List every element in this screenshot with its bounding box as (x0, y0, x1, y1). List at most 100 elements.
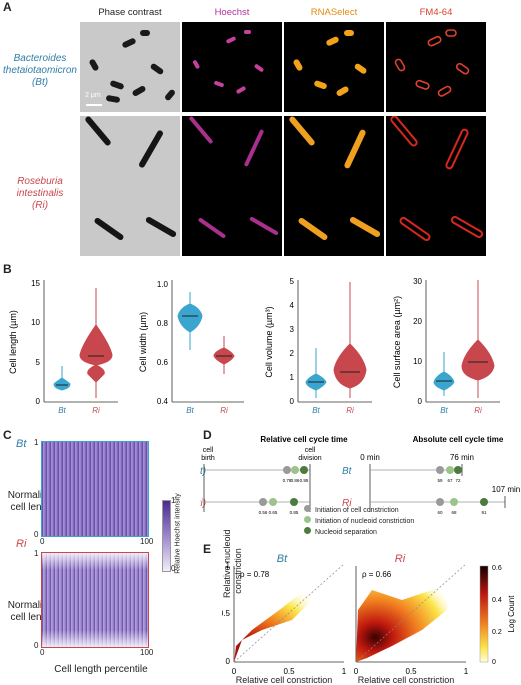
svg-text:0.65: 0.65 (269, 510, 278, 515)
svg-text:Ri: Ri (342, 498, 352, 509)
svg-text:division: division (298, 455, 321, 462)
panel-c-ri-label: Ri (16, 538, 27, 550)
kymograph-bt (41, 441, 149, 537)
ylabel: Cell surface area (µm²) (392, 296, 402, 388)
tick: 2 (290, 349, 295, 358)
tick: 5 (36, 358, 41, 367)
bt-rel-marker-2 (291, 466, 299, 474)
svg-text:0.5: 0.5 (283, 667, 295, 676)
svg-text:0.56: 0.56 (259, 510, 268, 515)
svg-text:0.85: 0.85 (290, 510, 299, 515)
panel-e-xlabel-2: Relative cell constriction (357, 675, 455, 685)
micrograph-ri-hoechst (182, 116, 282, 256)
micrograph-bt-rnaselect (284, 22, 384, 112)
svg-text:76 min: 76 min (450, 453, 474, 462)
heatmap-plots: Bt Ri ρ = 0.78 0 0.5 1 0 0.5 1 ρ = 0.66 … (222, 553, 516, 676)
svg-text:1: 1 (342, 667, 347, 676)
col-header-fm464: FM4-64 (419, 7, 453, 18)
svg-text:ρ = 0.66: ρ = 0.66 (362, 570, 392, 579)
tick: 1 (34, 438, 39, 447)
svg-text:0.5: 0.5 (222, 609, 231, 618)
tick: 1 (34, 549, 39, 558)
tick: 30 (413, 277, 422, 286)
tick: 0 (34, 641, 39, 650)
svg-text:Ri: Ri (395, 553, 406, 565)
tick: 15 (31, 279, 40, 288)
tick: 0 (171, 564, 176, 573)
col-header-phase: Phase contrast (98, 7, 162, 18)
svg-text:(Ri): (Ri) (200, 498, 206, 509)
panel-c-letter: C (3, 428, 12, 442)
tick: 0 (36, 397, 41, 406)
tick: 100 (140, 648, 154, 657)
group-label: Ri (346, 406, 354, 415)
svg-text:1: 1 (226, 561, 231, 570)
svg-text:0.78: 0.78 (283, 478, 292, 483)
ri-rel-marker-3 (290, 498, 298, 506)
svg-text:birth: birth (201, 455, 215, 462)
tick: 0 (418, 397, 423, 406)
absolute-title: Absolute cell cycle time (413, 435, 504, 444)
svg-text:68: 68 (451, 510, 457, 515)
cell-cycle-diagram: Relative cell cycle time Absolute cell c… (200, 435, 520, 515)
violin-cell-volume: 0 1 2 3 4 5 Cell volume (µm³) Bt Ri (264, 277, 372, 415)
svg-text:59: 59 (437, 478, 443, 483)
svg-text:0: 0 (226, 657, 231, 666)
tick: 4 (290, 301, 295, 310)
tick: 0 (290, 397, 295, 406)
ylabel: Cell length (µm) (8, 310, 18, 374)
svg-text:Bt: Bt (342, 466, 353, 477)
svg-text:0.4: 0.4 (492, 597, 502, 604)
tick: 0.4 (157, 397, 169, 406)
col-header-hoechst: Hoechst (214, 7, 250, 18)
violin-cell-width: 0.4 0.6 0.8 1.0 Cell width (µm) Bt Ri (138, 280, 244, 415)
panel-c-bottom-ylabel: Normalized cell length (7, 600, 59, 623)
svg-text:0 min: 0 min (360, 453, 380, 462)
svg-text:67: 67 (447, 478, 453, 483)
group-label: Ri (92, 406, 100, 415)
group-label: Bt (186, 406, 194, 415)
svg-text:0: 0 (354, 667, 359, 676)
micrograph-ri-fm464 (386, 116, 486, 256)
ri-rel-marker-1 (259, 498, 267, 506)
bt-rel-marker-1 (283, 466, 291, 474)
svg-text:0.86: 0.86 (291, 478, 300, 483)
group-label: Bt (440, 406, 448, 415)
svg-text:0.5: 0.5 (405, 667, 417, 676)
svg-text:0: 0 (492, 659, 496, 666)
kymograph-ri (41, 552, 149, 648)
tick: 1.0 (157, 280, 169, 289)
panel-d-letter: D (203, 428, 212, 442)
micrograph-ri-phase (80, 116, 180, 256)
tick: 0 (40, 537, 45, 546)
tick: 1 (290, 373, 295, 382)
svg-text:cell: cell (203, 447, 214, 454)
scale-bar-label: 2 µm (85, 92, 101, 99)
tick: 100 (140, 537, 154, 546)
svg-text:0.6: 0.6 (492, 565, 502, 572)
panel-c-xlabel: Cell length percentile (54, 664, 148, 675)
tick: 3 (290, 325, 295, 334)
tick: 10 (413, 357, 422, 366)
svg-text:72: 72 (455, 478, 461, 483)
svg-text:Bt: Bt (277, 553, 288, 565)
species-label-bt: Bacteroides thetaiotaomicron (Bt) (3, 53, 77, 88)
micrograph-bt-hoechst (182, 22, 282, 112)
svg-text:Log Count: Log Count (507, 595, 516, 633)
species-label-ri: Roseburia intestinalis (Ri) (16, 176, 64, 211)
group-label: Ri (474, 406, 482, 415)
tick: 10 (31, 318, 40, 327)
micrograph-ri-rnaselect (284, 116, 384, 256)
panel-d-legend: Initiation of cell constriction Initiati… (304, 505, 414, 538)
colorbar-label: Relative Hoechst intensity (174, 493, 182, 574)
svg-text:60: 60 (437, 510, 443, 515)
relative-title: Relative cell cycle time (260, 435, 348, 444)
micrograph-bt-fm464 (386, 22, 486, 112)
panel-e-xlabel-1: Relative cell constriction (235, 675, 333, 685)
tick: 20 (413, 317, 422, 326)
col-header-rnaselect: RNASelect (310, 7, 358, 18)
violin-plots: 0 5 10 15 Cell length (µm) Bt Ri 0.4 0.6… (8, 277, 500, 415)
ri-rel-marker-2 (269, 498, 277, 506)
ylabel: Cell width (µm) (138, 312, 148, 372)
svg-text:0.95: 0.95 (300, 478, 309, 483)
